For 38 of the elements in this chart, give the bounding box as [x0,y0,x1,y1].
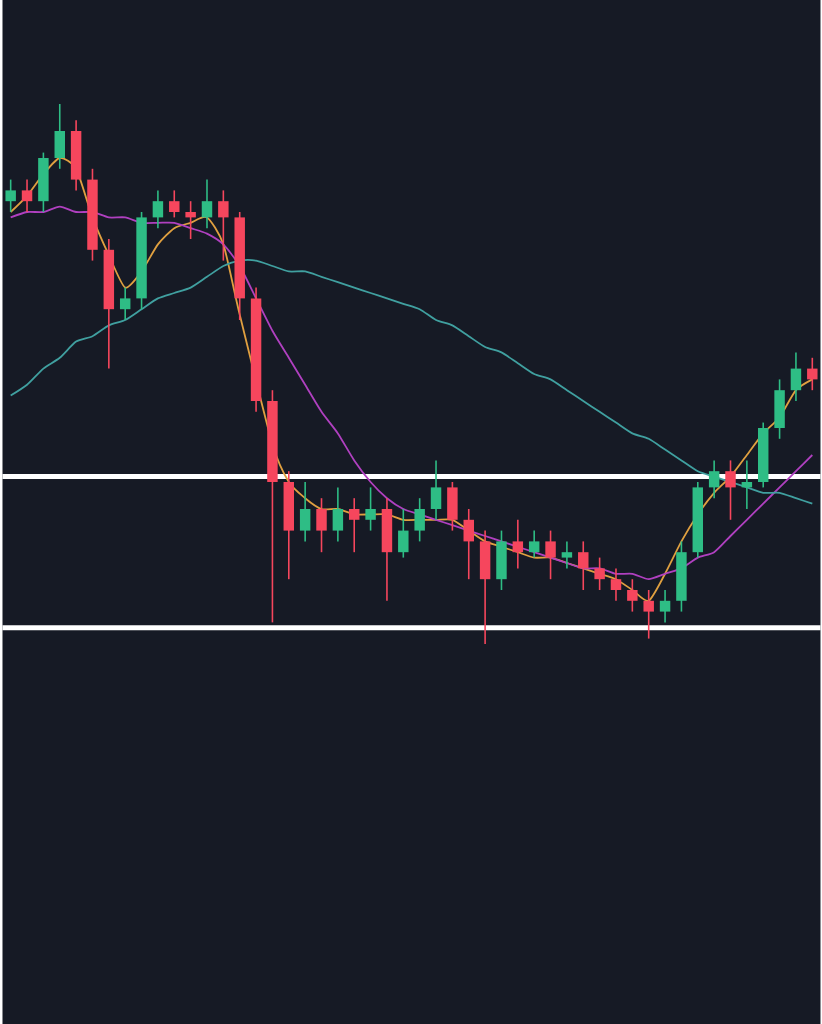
candlestick [528,529,539,559]
candlestick [790,351,801,402]
candlestick [561,540,572,570]
candlestick [364,486,376,532]
candlestick [54,103,65,170]
candlestick [299,481,310,543]
candlestick [610,567,621,602]
candlestick [397,508,409,559]
candlestick [773,378,785,440]
candlestick [381,497,392,602]
candlestick [430,459,441,521]
candlestick [479,529,490,645]
candlestick [332,486,343,543]
candlestick [806,356,818,391]
candlestick [315,497,327,553]
candlestick [708,459,719,499]
candlestick [168,189,180,219]
candlestick [413,497,425,543]
candlestick [593,556,605,591]
candlestick [544,529,556,580]
candlestick [37,151,49,213]
candlestick [348,497,359,553]
candlestick [659,589,670,624]
candlestick [446,481,458,532]
candlestick [4,178,16,213]
candlestick [152,189,163,229]
candlestick [463,508,474,580]
candlestick [184,200,196,240]
candlestick [643,589,654,640]
candlestick [119,286,130,321]
candlestick [21,178,32,213]
candlestick [495,529,507,591]
candlestick [577,540,589,591]
candlestick [724,459,736,521]
candlestick [217,189,229,262]
candlestick [626,578,638,613]
candlestick [512,518,523,570]
candlestick [201,178,212,229]
